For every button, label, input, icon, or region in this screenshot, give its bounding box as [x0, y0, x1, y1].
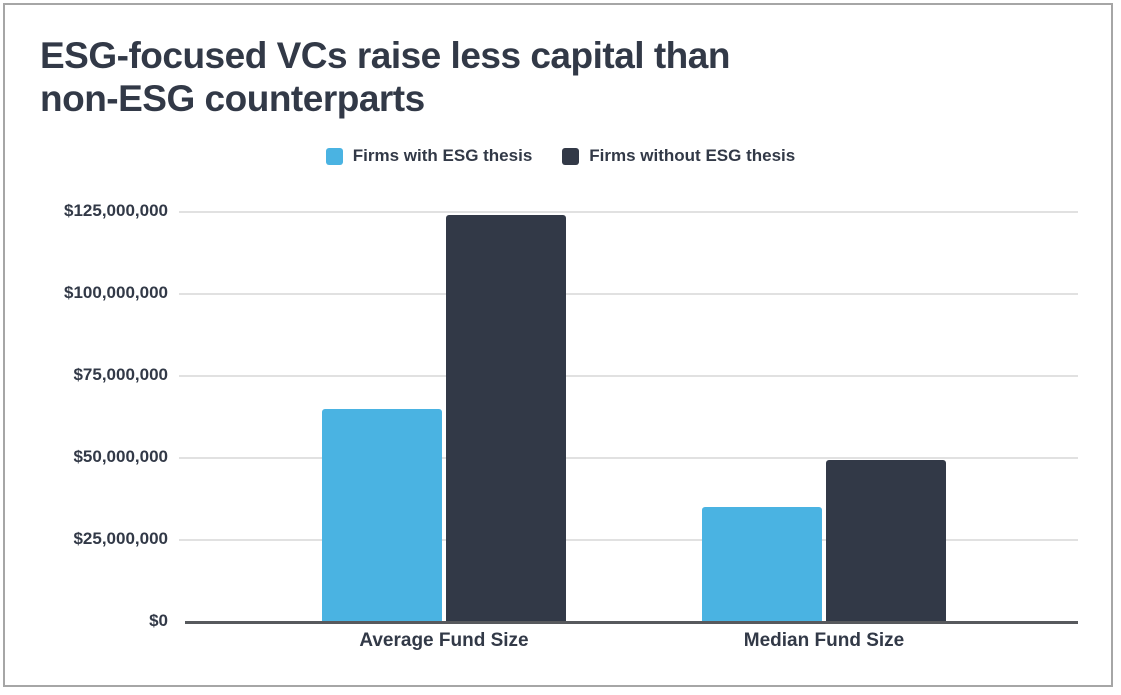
legend-item-esg: Firms with ESG thesis	[325, 146, 533, 166]
gridline	[179, 457, 1078, 459]
y-tick-label: $50,000,000	[73, 447, 168, 466]
bar-series1-average-fund-size	[322, 408, 442, 622]
legend-swatch-non-esg-icon	[562, 147, 580, 165]
y-tick-label: $0	[149, 611, 168, 630]
y-tick-label: $75,000,000	[73, 365, 168, 384]
chart-title-line-2: non-ESG counterparts	[40, 78, 425, 119]
bar-series2-median-fund-size	[826, 459, 946, 622]
gridline	[179, 539, 1078, 541]
chart-title: ESG-focused VCs raise less capital than …	[40, 34, 920, 120]
y-tick-label: $25,000,000	[73, 529, 168, 548]
legend-label-non-esg: Firms without ESG thesis	[589, 146, 796, 165]
plot-area: $0 $25,000,000 $50,000,000 $75,000,000 $100,…	[64, 201, 1078, 651]
legend: Firms with ESG thesis Firms without ESG …	[0, 146, 1121, 166]
y-tick-label: $125,000,000	[64, 201, 168, 220]
gridline	[179, 375, 1078, 377]
x-axis-line	[185, 621, 1078, 624]
bar-series1-median-fund-size	[702, 507, 822, 622]
gridline	[179, 293, 1078, 295]
x-category-label: Median Fund Size	[743, 630, 905, 651]
chart-title-line-1: ESG-focused VCs raise less capital than	[40, 35, 730, 76]
y-tick-label: $100,000,000	[64, 283, 168, 302]
bar-series2-average-fund-size	[446, 215, 566, 622]
legend-swatch-esg-icon	[325, 147, 343, 165]
legend-label-esg: Firms with ESG thesis	[352, 146, 533, 165]
x-category-label: Average Fund Size	[359, 630, 529, 651]
legend-item-non-esg: Firms without ESG thesis	[562, 146, 795, 166]
gridline	[179, 211, 1078, 213]
